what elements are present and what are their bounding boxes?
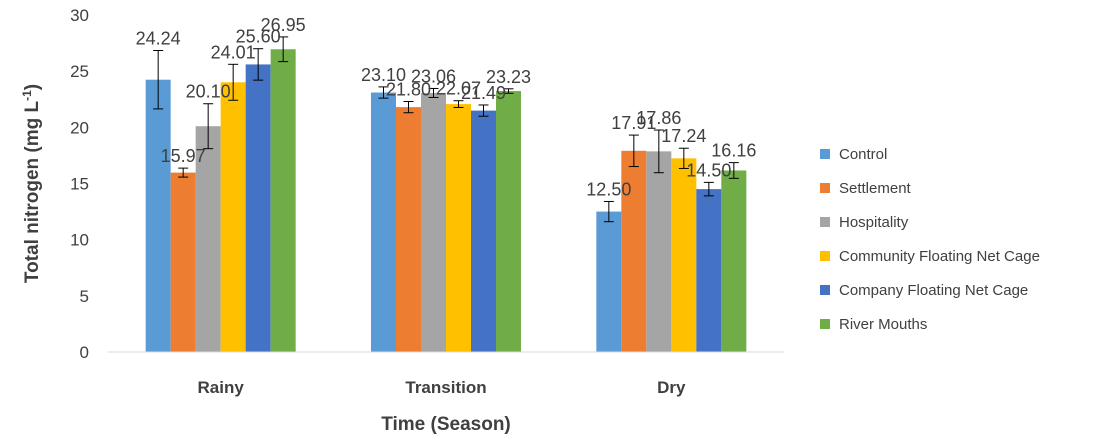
legend-label: Community Floating Net Cage xyxy=(839,248,1040,265)
data-label: 15.97 xyxy=(161,146,206,166)
legend-label: Company Floating Net Cage xyxy=(839,282,1028,299)
bar xyxy=(220,82,246,353)
bar xyxy=(371,92,396,352)
y-tick-label: 15 xyxy=(70,175,89,194)
y-axis-ticks: 0 5 10 15 20 25 30 xyxy=(70,6,89,362)
y-tick-label: 20 xyxy=(70,118,89,137)
bar xyxy=(496,91,521,352)
data-label: 17.24 xyxy=(661,126,706,146)
category-label: Dry xyxy=(657,378,686,397)
y-tick-label: 30 xyxy=(70,6,89,25)
legend-label: River Mouths xyxy=(839,316,927,333)
y-axis-title-close: ) xyxy=(22,84,43,90)
data-label: 23.23 xyxy=(486,67,531,87)
bar xyxy=(621,150,647,352)
y-tick-label: 5 xyxy=(80,287,89,306)
data-label: 17.91 xyxy=(611,113,656,133)
category-label: Transition xyxy=(405,378,486,397)
y-axis-title-sup: -1 xyxy=(20,90,34,101)
data-label: 23.10 xyxy=(361,65,406,85)
data-label: 24.01 xyxy=(211,42,256,62)
data-label: 22.07 xyxy=(436,79,481,99)
y-tick-label: 10 xyxy=(70,231,89,250)
y-axis-title-main: Total nitrogen (mg L xyxy=(22,100,43,283)
legend-swatch xyxy=(820,149,830,159)
category-label: Rainy xyxy=(198,378,245,397)
legend-label: Hospitality xyxy=(839,214,909,231)
category-labels: Rainy Transition Dry xyxy=(198,378,687,397)
legend-swatch xyxy=(820,217,830,227)
bar xyxy=(170,172,196,352)
y-tick-label: 0 xyxy=(80,343,89,362)
bar xyxy=(671,158,697,352)
data-label: 17.86 xyxy=(636,108,681,128)
bar xyxy=(396,107,421,352)
legend-swatch xyxy=(820,319,830,329)
data-label: 26.95 xyxy=(261,15,306,35)
x-axis-title: Time (Season) xyxy=(381,414,511,435)
legend-label: Settlement xyxy=(839,180,912,197)
data-label: 21.80 xyxy=(386,79,431,99)
legend-swatch xyxy=(820,285,830,295)
bar xyxy=(696,189,722,352)
bar xyxy=(721,170,747,352)
bar xyxy=(646,151,672,352)
bars xyxy=(145,49,747,353)
bar xyxy=(195,126,221,353)
legend-swatch xyxy=(820,251,830,261)
data-label: 14.50 xyxy=(686,160,731,180)
bar xyxy=(471,110,496,352)
y-tick-label: 25 xyxy=(70,62,89,81)
y-axis-title: Total nitrogen (mg L-1) xyxy=(20,84,43,283)
bar xyxy=(145,79,171,352)
bar xyxy=(446,104,471,353)
data-label: 23.06 xyxy=(411,66,456,86)
data-label: 24.24 xyxy=(136,28,181,48)
error-bars xyxy=(153,36,739,223)
legend: Control Settlement Hospitality Community Fl… xyxy=(820,146,1040,333)
bar xyxy=(421,92,446,352)
bar xyxy=(596,211,622,352)
bar xyxy=(270,49,296,353)
data-label: 21.49 xyxy=(461,83,506,103)
data-label: 12.50 xyxy=(586,179,631,199)
data-label: 25.60 xyxy=(236,27,281,47)
legend-label: Control xyxy=(839,146,887,163)
bar xyxy=(245,64,271,352)
data-label: 16.16 xyxy=(711,141,756,161)
legend-swatch xyxy=(820,183,830,193)
data-label: 20.10 xyxy=(186,82,231,102)
